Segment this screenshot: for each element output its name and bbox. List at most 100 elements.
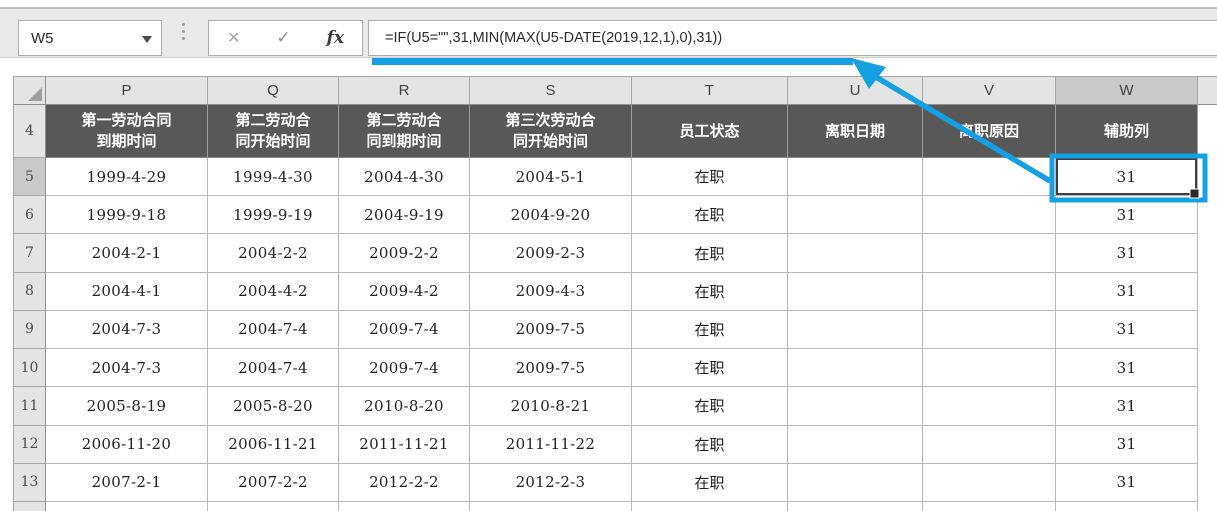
cell-R8[interactable]: 2009-4-2 <box>339 272 470 311</box>
cell-U9[interactable] <box>788 310 923 350</box>
cell-partial-T[interactable] <box>632 501 788 511</box>
column-header-P[interactable]: P <box>46 77 208 105</box>
column-header-V[interactable]: V <box>923 77 1056 105</box>
cell-R13[interactable]: 2012-2-2 <box>339 463 470 502</box>
cell-T13[interactable]: 在职 <box>632 463 788 502</box>
header-cell-V4[interactable]: 离职原因 <box>923 105 1056 158</box>
cell-W10[interactable]: 31 <box>1056 349 1198 388</box>
cell-U10[interactable] <box>788 349 923 388</box>
cell-V11[interactable] <box>923 387 1056 426</box>
cell-partial-W[interactable] <box>1056 501 1198 511</box>
cell-U5[interactable] <box>788 158 923 197</box>
row-header-9[interactable]: 9 <box>14 310 46 350</box>
cell-Q7[interactable]: 2004-2-2 <box>208 234 339 273</box>
cell-R7[interactable]: 2009-2-2 <box>339 234 470 273</box>
cell-P8[interactable]: 2004-4-1 <box>46 272 208 311</box>
column-header-Q[interactable]: Q <box>208 77 339 105</box>
cell-P9[interactable]: 2004-7-3 <box>46 310 208 350</box>
cell-R11[interactable]: 2010-8-20 <box>339 387 470 426</box>
row-header-7[interactable]: 7 <box>14 234 46 273</box>
cell-W6[interactable]: 31 <box>1056 196 1198 235</box>
cell-Q12[interactable]: 2006-11-21 <box>208 425 339 464</box>
cell-S7[interactable]: 2009-2-3 <box>470 234 632 273</box>
cell-T12[interactable]: 在职 <box>632 425 788 464</box>
row-header-5[interactable]: 5 <box>14 158 46 197</box>
cell-S13[interactable]: 2012-2-3 <box>470 463 632 502</box>
cell-W13[interactable]: 31 <box>1056 463 1198 502</box>
cell-P7[interactable]: 2004-2-1 <box>46 234 208 273</box>
cell-S9[interactable]: 2009-7-5 <box>470 310 632 350</box>
cell-V7[interactable] <box>923 234 1056 273</box>
cell-W11[interactable]: 31 <box>1056 387 1198 426</box>
insert-function-icon[interactable]: fx <box>326 28 344 48</box>
cell-P10[interactable]: 2004-7-3 <box>46 349 208 388</box>
cell-V5[interactable] <box>923 158 1056 197</box>
header-cell-P4[interactable]: 第一劳动合同 到期时间 <box>46 105 208 158</box>
row-header-6[interactable]: 6 <box>14 196 46 235</box>
cell-P6[interactable]: 1999-9-18 <box>46 196 208 235</box>
cell-U7[interactable] <box>788 234 923 273</box>
header-cell-R4[interactable]: 第二劳动合 同到期时间 <box>339 105 470 158</box>
cell-partial-Q[interactable] <box>208 501 339 511</box>
cell-U6[interactable] <box>788 196 923 235</box>
cell-T10[interactable]: 在职 <box>632 349 788 388</box>
row-header-12[interactable]: 12 <box>14 425 46 464</box>
cell-R9[interactable]: 2009-7-4 <box>339 310 470 350</box>
cell-P12[interactable]: 2006-11-20 <box>46 425 208 464</box>
cell-Q5[interactable]: 1999-4-30 <box>208 158 339 197</box>
row-header-13[interactable]: 13 <box>14 463 46 502</box>
column-header-U[interactable]: U <box>788 77 923 105</box>
cell-Q9[interactable]: 2004-7-4 <box>208 310 339 350</box>
cell-T5[interactable]: 在职 <box>632 158 788 197</box>
cell-W5[interactable]: 31 <box>1056 158 1198 197</box>
cell-Q6[interactable]: 1999-9-19 <box>208 196 339 235</box>
column-header-S[interactable]: S <box>470 77 632 105</box>
cell-partial-U[interactable] <box>788 501 923 511</box>
header-cell-T4[interactable]: 员工状态 <box>632 105 788 158</box>
column-header-R[interactable]: R <box>339 77 470 105</box>
cell-W8[interactable]: 31 <box>1056 272 1198 311</box>
cell-V10[interactable] <box>923 349 1056 388</box>
cell-T6[interactable]: 在职 <box>632 196 788 235</box>
cell-U13[interactable] <box>788 463 923 502</box>
cell-T9[interactable]: 在职 <box>632 310 788 350</box>
cancel-icon[interactable]: ✕ <box>227 30 241 47</box>
row-header-4[interactable]: 4 <box>14 105 46 158</box>
row-header-10[interactable]: 10 <box>14 349 46 388</box>
cell-V6[interactable] <box>923 196 1056 235</box>
cell-Q10[interactable]: 2004-7-4 <box>208 349 339 388</box>
cell-S11[interactable]: 2010-8-21 <box>470 387 632 426</box>
cell-R10[interactable]: 2009-7-4 <box>339 349 470 388</box>
cell-U11[interactable] <box>788 387 923 426</box>
cell-T8[interactable]: 在职 <box>632 272 788 311</box>
header-cell-W4[interactable]: 辅助列 <box>1056 105 1198 158</box>
cell-V12[interactable] <box>923 425 1056 464</box>
cell-U8[interactable] <box>788 272 923 311</box>
cell-partial-V[interactable] <box>923 501 1056 511</box>
cell-S12[interactable]: 2011-11-22 <box>470 425 632 464</box>
enter-icon[interactable]: ✓ <box>276 28 291 47</box>
select-all-corner[interactable] <box>14 77 46 105</box>
cell-Q11[interactable]: 2005-8-20 <box>208 387 339 426</box>
header-cell-S4[interactable]: 第三次劳动合 同开始时间 <box>470 105 632 158</box>
cell-S10[interactable]: 2009-7-5 <box>470 349 632 388</box>
cell-partial-P[interactable] <box>46 501 208 511</box>
cell-P5[interactable]: 1999-4-29 <box>46 158 208 197</box>
name-box-dropdown-icon[interactable] <box>142 36 152 43</box>
cell-Q8[interactable]: 2004-4-2 <box>208 272 339 311</box>
cell-W9[interactable]: 31 <box>1056 310 1198 350</box>
cell-partial-R[interactable] <box>339 501 470 511</box>
cell-S6[interactable]: 2004-9-20 <box>470 196 632 235</box>
cell-V13[interactable] <box>923 463 1056 502</box>
cell-W7[interactable]: 31 <box>1056 234 1198 273</box>
cell-U12[interactable] <box>788 425 923 464</box>
row-header-partial[interactable] <box>14 501 46 511</box>
cell-P13[interactable]: 2007-2-1 <box>46 463 208 502</box>
cell-T7[interactable]: 在职 <box>632 234 788 273</box>
cell-Q13[interactable]: 2007-2-2 <box>208 463 339 502</box>
cell-S5[interactable]: 2004-5-1 <box>470 158 632 197</box>
cell-P11[interactable]: 2005-8-19 <box>46 387 208 426</box>
column-header-T[interactable]: T <box>632 77 788 105</box>
cell-V9[interactable] <box>923 310 1056 350</box>
cell-R6[interactable]: 2004-9-19 <box>339 196 470 235</box>
